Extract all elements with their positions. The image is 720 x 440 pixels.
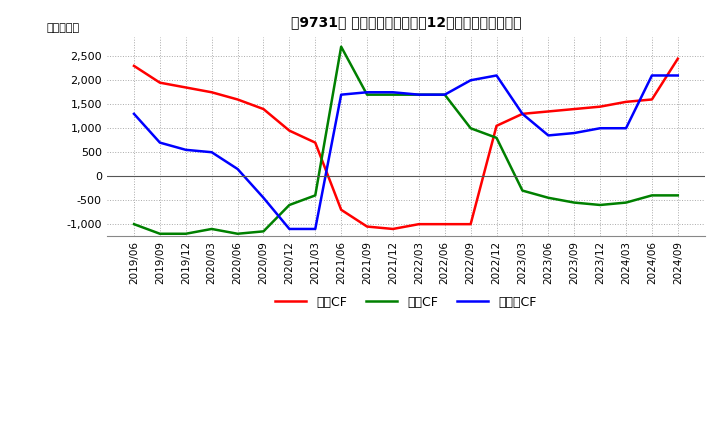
営業CF	[673, 56, 682, 61]
営業CF	[647, 97, 656, 102]
フリーCF	[570, 130, 579, 136]
フリーCF	[130, 111, 138, 117]
フリーCF	[596, 125, 605, 131]
投資CF	[311, 193, 320, 198]
フリーCF	[518, 111, 527, 117]
営業CF	[415, 221, 423, 227]
営業CF	[467, 221, 475, 227]
投資CF	[233, 231, 242, 236]
営業CF	[441, 221, 449, 227]
投資CF	[621, 200, 630, 205]
営業CF	[156, 80, 164, 85]
投資CF	[570, 200, 579, 205]
Legend: 営業CF, 投資CF, フリーCF: 営業CF, 投資CF, フリーCF	[270, 290, 541, 314]
フリーCF	[544, 133, 553, 138]
投資CF	[415, 92, 423, 97]
営業CF	[363, 224, 372, 229]
営業CF	[621, 99, 630, 105]
投資CF	[363, 92, 372, 97]
フリーCF	[259, 195, 268, 201]
フリーCF	[156, 140, 164, 145]
フリーCF	[233, 166, 242, 172]
フリーCF	[415, 92, 423, 97]
投資CF	[492, 135, 501, 140]
営業CF	[492, 123, 501, 128]
投資CF	[207, 226, 216, 231]
フリーCF	[337, 92, 346, 97]
営業CF	[337, 207, 346, 213]
投資CF	[181, 231, 190, 236]
Line: 投資CF: 投資CF	[134, 47, 678, 234]
営業CF	[259, 106, 268, 112]
営業CF	[233, 97, 242, 102]
営業CF	[311, 140, 320, 145]
営業CF	[285, 128, 294, 133]
Y-axis label: （百万円）: （百万円）	[47, 23, 80, 33]
投資CF	[518, 188, 527, 193]
フリーCF	[673, 73, 682, 78]
投資CF	[259, 229, 268, 234]
投資CF	[647, 193, 656, 198]
Title: 【9731】 キャッシュフローの12か月移動合計の推移: 【9731】 キャッシュフローの12か月移動合計の推移	[291, 15, 521, 29]
投資CF	[441, 92, 449, 97]
フリーCF	[207, 150, 216, 155]
投資CF	[596, 202, 605, 208]
営業CF	[570, 106, 579, 112]
フリーCF	[647, 73, 656, 78]
営業CF	[130, 63, 138, 69]
投資CF	[130, 221, 138, 227]
フリーCF	[441, 92, 449, 97]
投資CF	[673, 193, 682, 198]
Line: 営業CF: 営業CF	[134, 59, 678, 229]
投資CF	[285, 202, 294, 208]
投資CF	[156, 231, 164, 236]
フリーCF	[467, 77, 475, 83]
営業CF	[596, 104, 605, 109]
Line: フリーCF: フリーCF	[134, 76, 678, 229]
営業CF	[518, 111, 527, 117]
投資CF	[467, 125, 475, 131]
投資CF	[544, 195, 553, 201]
フリーCF	[285, 226, 294, 231]
投資CF	[337, 44, 346, 49]
営業CF	[389, 226, 397, 231]
営業CF	[181, 85, 190, 90]
フリーCF	[181, 147, 190, 153]
フリーCF	[311, 226, 320, 231]
営業CF	[207, 90, 216, 95]
投資CF	[389, 92, 397, 97]
フリーCF	[363, 90, 372, 95]
フリーCF	[621, 125, 630, 131]
フリーCF	[389, 90, 397, 95]
営業CF	[544, 109, 553, 114]
フリーCF	[492, 73, 501, 78]
